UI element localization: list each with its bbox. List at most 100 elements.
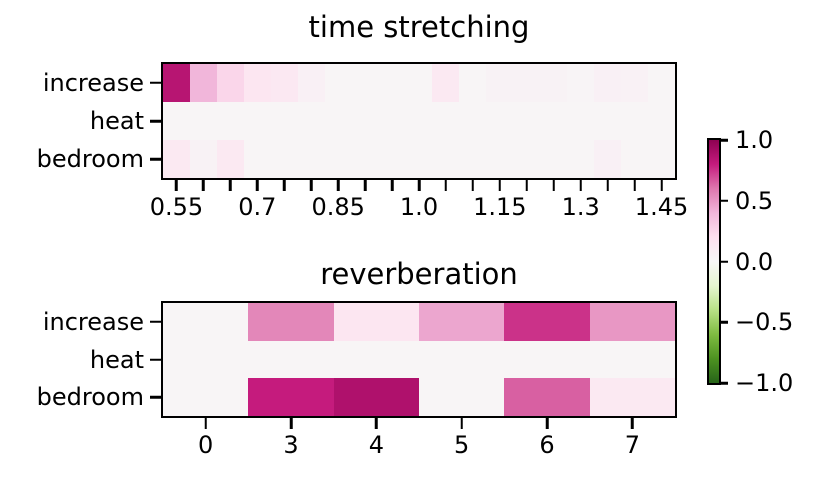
x-tick — [633, 178, 636, 191]
heatmap-cell — [189, 102, 217, 140]
heatmap-cell — [459, 140, 487, 178]
colorbar: 1.0 0.5 0.0 −0.5 −1.0 — [707, 128, 793, 395]
heatmap-cell — [216, 140, 244, 178]
colorbar-tick — [719, 381, 728, 385]
heatmap-cell — [513, 102, 541, 140]
heatmap-cell — [216, 102, 244, 140]
heatmap-cell — [378, 102, 406, 140]
heatmap-cell — [432, 140, 460, 178]
y-tick — [150, 119, 163, 123]
colorbar-tick — [719, 138, 728, 142]
y-tick — [150, 157, 163, 161]
heatmap-cell — [459, 102, 487, 140]
colorbar-gradient — [709, 140, 719, 383]
heatmap-cell — [567, 64, 595, 102]
heatmap-cell — [594, 102, 622, 140]
heatmap-cells — [163, 64, 675, 178]
x-tick — [336, 178, 340, 191]
x-tick — [552, 178, 555, 191]
heatmap-cell — [504, 303, 590, 341]
x-tick — [660, 178, 663, 191]
heatmap-cell — [513, 140, 541, 178]
x-tick — [390, 178, 394, 191]
heatmap-time-stretching: 0.55 0.7 0.85 1.0 1.15 1.3 1.45 increase heat bed… — [37, 62, 688, 219]
y-tick-label: bedroom — [36, 145, 144, 173]
heatmap-cell — [248, 303, 334, 341]
x-tick — [444, 178, 448, 191]
heatmap-cell — [540, 140, 568, 178]
x-tick-label: 5 — [454, 431, 470, 459]
y-tick-label: heat — [89, 107, 144, 135]
x-tick — [309, 178, 313, 191]
heatmap-cell — [504, 378, 590, 416]
x-tick-label: 1.45 — [634, 193, 689, 221]
heatmap-cell — [432, 64, 460, 102]
heatmap-cell — [486, 102, 514, 140]
heatmap-cell — [405, 140, 433, 178]
heatmap-cell — [216, 64, 244, 102]
heatmap-cell — [648, 140, 675, 178]
heatmap-cell — [243, 64, 271, 102]
x-tick — [256, 178, 259, 191]
heatmap-cell — [248, 340, 334, 379]
heatmap-cells — [163, 303, 675, 416]
heatmap-cell — [378, 64, 406, 102]
heatmap-cell — [594, 140, 622, 178]
x-tick — [545, 416, 549, 429]
heatmap-cell — [351, 140, 379, 178]
colorbar-tick-label: 0.0 — [735, 247, 774, 276]
x-tick — [204, 416, 207, 429]
heatmap-cell — [486, 64, 514, 102]
x-tick — [229, 178, 232, 191]
heatmap-cell — [432, 102, 460, 140]
y-tick — [150, 320, 163, 324]
heatmap-cell — [594, 64, 622, 102]
y-tick-label: bedroom — [36, 383, 144, 412]
heatmap-cell — [589, 378, 675, 416]
x-tick — [579, 178, 582, 191]
y-tick-label: increase — [42, 307, 144, 336]
x-tick-label: 0.85 — [311, 193, 365, 221]
heatmap-cell — [297, 140, 325, 178]
heatmap-cell — [163, 140, 190, 178]
heatmap-cell — [333, 303, 419, 341]
heatmap-cell — [189, 64, 217, 102]
x-tick — [175, 178, 178, 191]
y-tick — [150, 358, 163, 361]
heatmap-cell — [297, 64, 325, 102]
plot-title-reverberation: reverberation — [320, 257, 518, 291]
x-tick — [417, 178, 421, 191]
plot-title-time-stretching: time stretching — [308, 10, 530, 44]
x-tick — [289, 416, 293, 429]
colorbar-tick — [719, 260, 728, 263]
x-tick — [631, 416, 634, 429]
heatmap-cell — [270, 102, 298, 140]
heatmap-cell — [419, 340, 505, 379]
y-tick — [150, 81, 163, 85]
heatmap-cell — [648, 64, 675, 102]
heatmap-cell — [540, 102, 568, 140]
x-tick — [363, 178, 367, 191]
heatmap-cell — [378, 140, 406, 178]
x-tick — [606, 178, 609, 191]
heatmap-cell — [189, 140, 217, 178]
heatmap-cell — [270, 64, 298, 102]
heatmap-cell — [459, 64, 487, 102]
heatmap-cell — [297, 102, 325, 140]
x-tick-label: 3 — [283, 431, 299, 459]
heatmap-cell — [567, 102, 595, 140]
heatmap-cell — [163, 340, 249, 379]
heatmap-cell — [333, 340, 419, 379]
colorbar-tick-label: −0.5 — [735, 308, 794, 337]
x-tick-label: 1.0 — [399, 193, 439, 221]
heatmap-cell — [324, 102, 352, 140]
x-tick — [202, 178, 205, 191]
heatmap-cell — [351, 102, 379, 140]
y-tick — [150, 395, 163, 399]
heatmap-cell — [324, 140, 352, 178]
x-tick-label: 0.55 — [149, 193, 204, 221]
heatmap-cell — [333, 378, 419, 416]
colorbar-tick — [719, 199, 728, 202]
y-tick-label: heat — [89, 345, 144, 374]
x-tick-label: 1.3 — [561, 193, 600, 221]
